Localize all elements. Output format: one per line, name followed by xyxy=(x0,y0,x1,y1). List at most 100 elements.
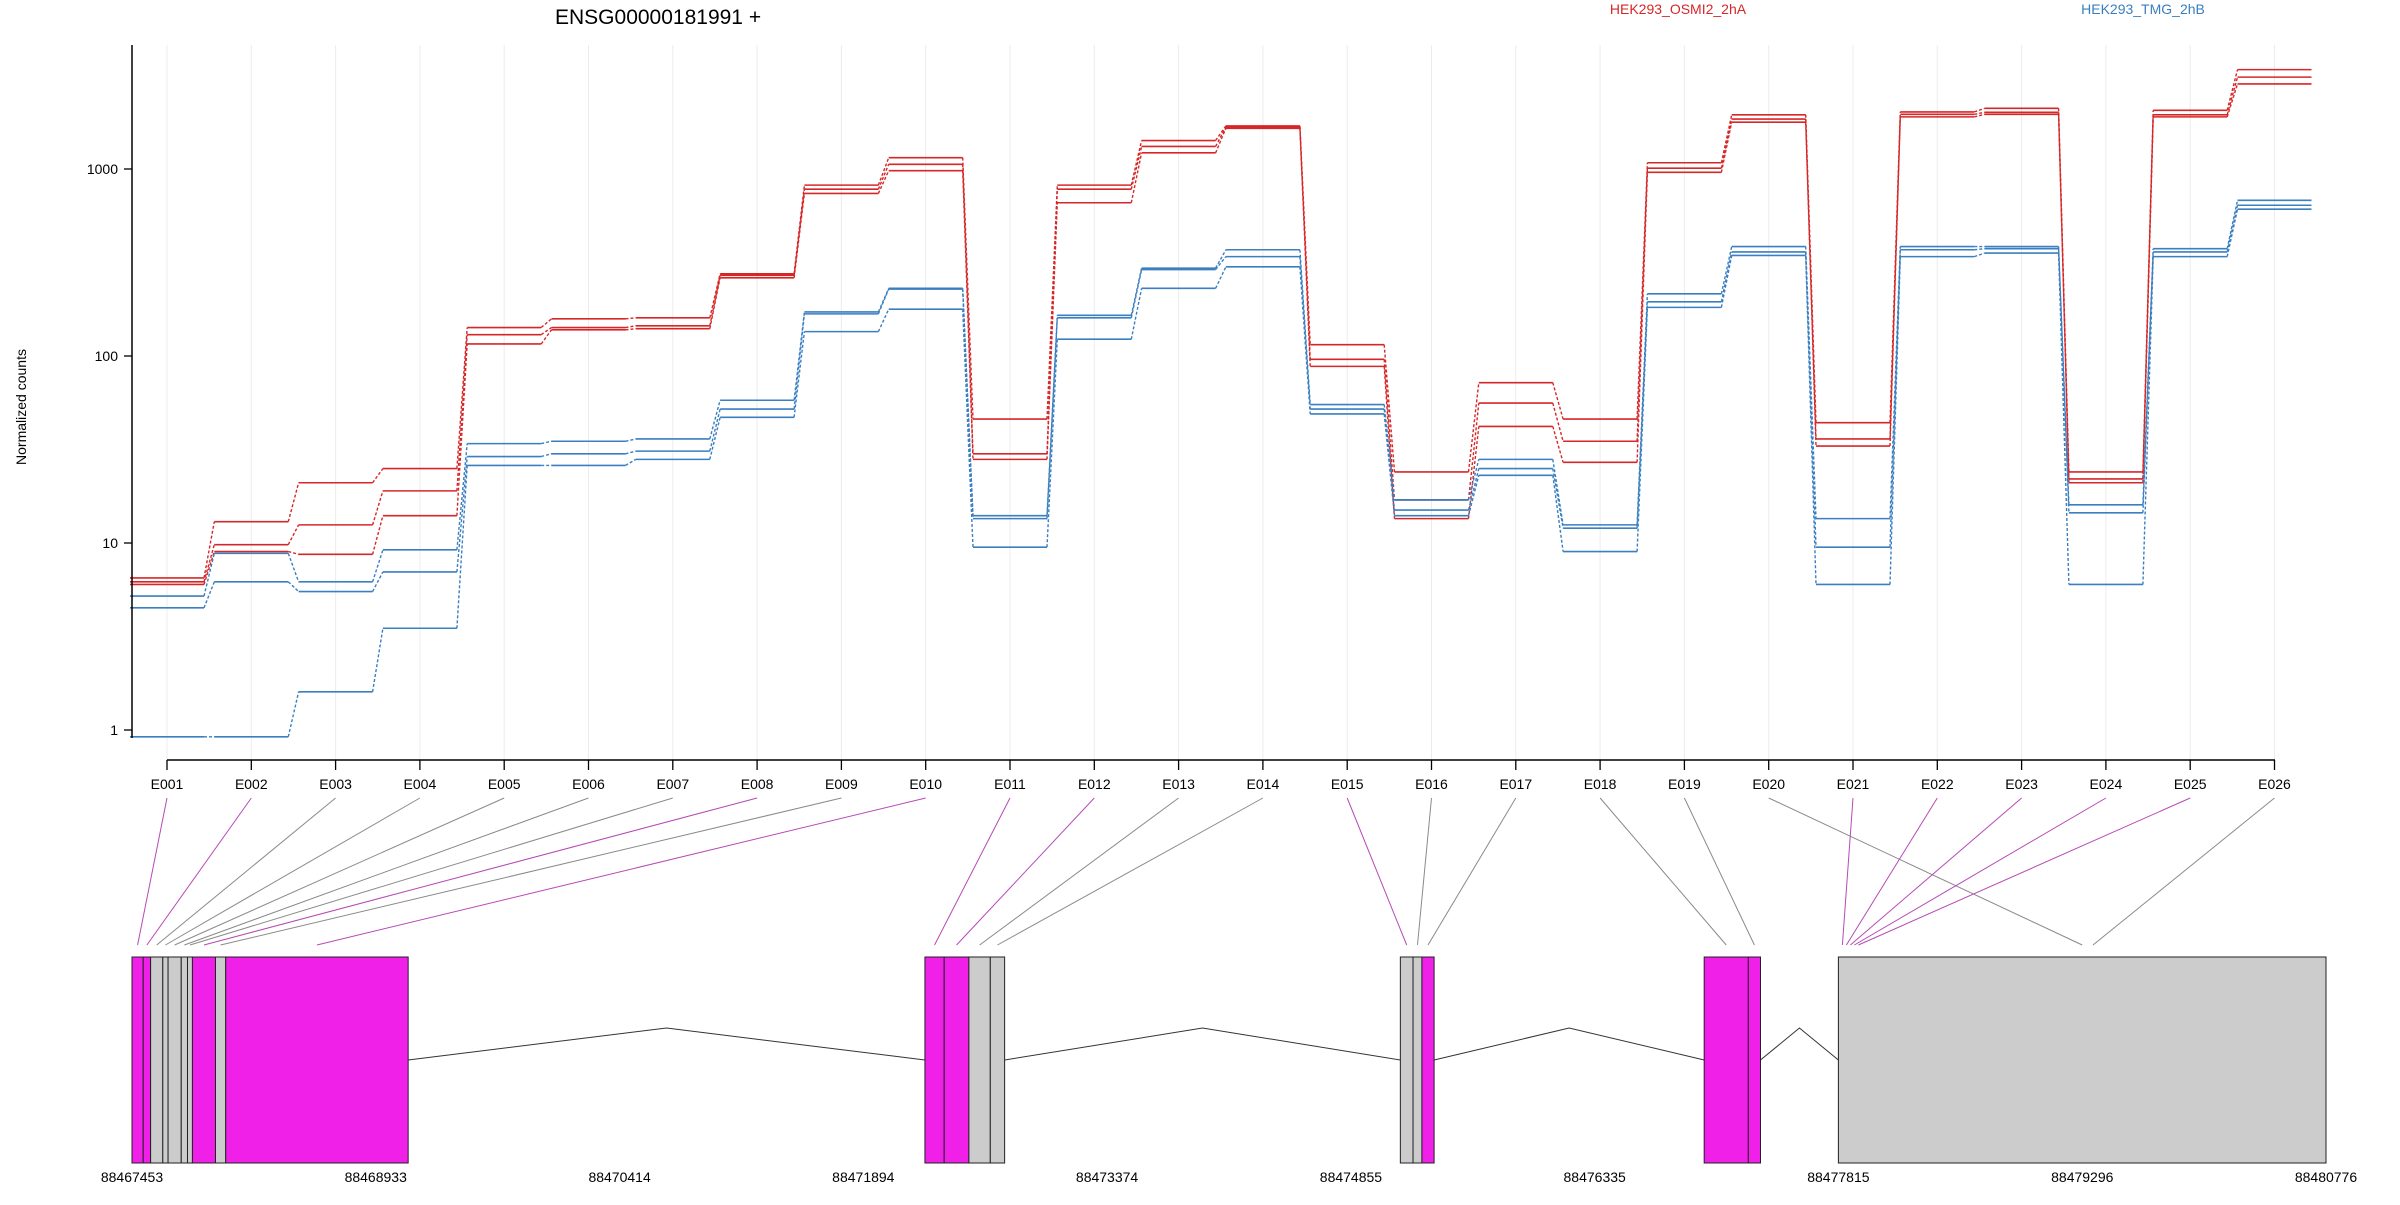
series-connector xyxy=(1805,122,1817,447)
exon-connector xyxy=(146,797,252,946)
series-connector xyxy=(203,521,215,579)
coordinate-axis: 88467453 88468933 88470414 88471894 88473374… xyxy=(101,1169,2358,1185)
x-tick-label: E023 xyxy=(2005,776,2038,792)
series-connector xyxy=(1214,249,1227,269)
series-connector xyxy=(1552,402,1564,442)
x-tick-label: E025 xyxy=(2174,776,2207,792)
series-connector xyxy=(540,329,553,345)
series-connector xyxy=(1974,113,1985,118)
grid-layer xyxy=(166,45,2275,760)
series-connector xyxy=(709,417,721,460)
exon-block xyxy=(142,956,152,1164)
series-connector xyxy=(456,456,468,573)
coordinate-label: 88467453 xyxy=(101,1169,164,1185)
exon-connector xyxy=(1346,797,1408,946)
x-tick-label: E021 xyxy=(1837,776,1870,792)
series-connector xyxy=(1214,126,1227,147)
series-connector xyxy=(625,325,636,329)
x-tick-label: E002 xyxy=(235,776,268,792)
series-connector xyxy=(287,691,300,737)
exon-block xyxy=(186,956,193,1164)
exon-block xyxy=(180,956,188,1164)
exon-block xyxy=(1421,956,1435,1164)
exon-block xyxy=(150,956,164,1164)
y-tick-label: 1 xyxy=(110,722,118,738)
series-connector xyxy=(2226,205,2239,253)
exon-connector xyxy=(1850,797,2022,946)
series-connector xyxy=(371,571,384,592)
series-connector xyxy=(371,490,384,526)
exon-connector xyxy=(979,797,1179,946)
series-connector xyxy=(1974,111,1985,116)
series-connector xyxy=(1720,255,1733,308)
exon-connector xyxy=(174,797,505,946)
series-connector xyxy=(877,164,890,190)
exon-connector xyxy=(997,797,1264,946)
exon-connector xyxy=(165,797,421,946)
series-connector xyxy=(1383,413,1396,516)
series-connector xyxy=(203,551,215,585)
series-connector xyxy=(877,288,890,315)
series-connector xyxy=(1552,382,1564,420)
x-tick-label: E009 xyxy=(825,776,858,792)
x-tick-label: E011 xyxy=(994,776,1026,792)
x-tick-label: E004 xyxy=(404,776,437,792)
series-connector xyxy=(2226,208,2239,257)
series-connector xyxy=(2226,76,2239,115)
series-connector xyxy=(288,550,299,555)
x-tick-label: E012 xyxy=(1078,776,1111,792)
series-connector xyxy=(1974,247,1985,251)
coordinate-label: 88479296 xyxy=(2051,1169,2114,1185)
exon-connector xyxy=(956,797,1095,946)
x-tick-label: E015 xyxy=(1331,776,1364,792)
exon-connector xyxy=(2092,797,2275,946)
series-connector xyxy=(793,193,806,278)
x-tick-label: E013 xyxy=(1162,776,1195,792)
series-connector xyxy=(1805,251,1817,548)
series-connector xyxy=(1636,301,1649,529)
exon-block xyxy=(214,956,227,1164)
series-connector xyxy=(1467,382,1480,472)
series-3 xyxy=(130,83,2312,586)
exon-block xyxy=(1399,956,1414,1164)
exon-connector xyxy=(203,797,758,946)
exon-block xyxy=(131,956,144,1164)
series-layer xyxy=(130,68,2312,738)
series-connector xyxy=(2057,253,2070,585)
series-connector xyxy=(1383,366,1396,519)
series-connector xyxy=(1130,146,1143,190)
series-connector xyxy=(1130,152,1143,203)
series-connector xyxy=(287,581,300,593)
coordinate-label: 88480776 xyxy=(2295,1169,2358,1185)
series-connector xyxy=(541,453,552,458)
series-connector xyxy=(1720,114,1733,163)
series-4 xyxy=(130,199,2312,597)
series-connector xyxy=(1974,252,1985,258)
exon-connector xyxy=(1854,797,2107,946)
series-connector xyxy=(1215,256,1227,270)
exon-block xyxy=(225,956,409,1164)
coordinate-label: 88468933 xyxy=(345,1169,408,1185)
x-tick-label: E001 xyxy=(151,776,184,792)
series-connector xyxy=(1214,128,1227,154)
series-connector xyxy=(1299,126,1311,360)
x-tick-label: E017 xyxy=(1499,776,1532,792)
gene-model xyxy=(131,956,2327,1164)
series-connector xyxy=(456,334,468,491)
series-connector xyxy=(540,318,552,329)
x-tick-label: E026 xyxy=(2258,776,2291,792)
intron-line xyxy=(408,1027,925,1061)
exon-block xyxy=(1747,956,1761,1164)
exon-block xyxy=(989,956,1006,1164)
series-connector xyxy=(541,440,552,445)
x-tick-label: E014 xyxy=(1247,776,1280,792)
exon-block xyxy=(162,956,169,1164)
exon-connector xyxy=(1416,797,1432,946)
series-connector xyxy=(1299,266,1311,414)
series-2 xyxy=(130,76,2312,583)
connector-layer xyxy=(137,797,2275,946)
series-connector xyxy=(372,468,384,484)
series-connector xyxy=(2226,83,2239,118)
chart-title: ENSG00000181991 + xyxy=(555,6,761,29)
